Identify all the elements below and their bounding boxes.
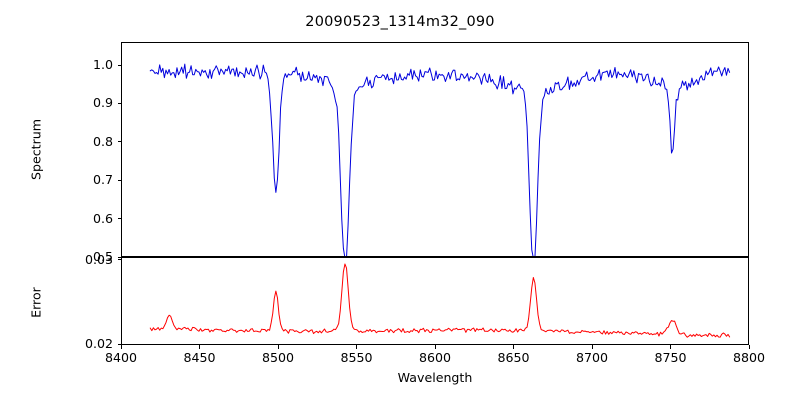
- y-tick-label-error: 0.02: [84, 336, 113, 352]
- y-tick-mark-spectrum: [117, 218, 121, 220]
- x-tick-mark: [277, 345, 279, 349]
- y-tick-mark-spectrum: [117, 141, 121, 143]
- x-tick-label: 8800: [732, 350, 766, 365]
- y-tick-label-spectrum: 0.6: [92, 210, 113, 226]
- y-tick-label-spectrum: 0.9: [92, 95, 113, 111]
- y-tick-mark-error: [117, 343, 121, 345]
- y-axis-label-error: Error: [28, 287, 44, 318]
- x-tick-label: 8600: [418, 350, 452, 365]
- y-tick-mark-spectrum: [117, 179, 121, 181]
- x-tick-label: 8650: [497, 350, 530, 365]
- x-tick-label: 8500: [261, 350, 295, 365]
- spectrum-data-line: [149, 63, 731, 256]
- page-title: 20090523_1314m32_090: [305, 14, 495, 30]
- y-tick-mark-spectrum: [117, 256, 121, 258]
- x-tick-mark: [120, 345, 122, 349]
- y-axis-label-spectrum: Spectrum: [28, 118, 44, 181]
- x-tick-mark: [199, 345, 201, 349]
- spectrum-line-svg: [149, 63, 731, 256]
- x-tick-label: 8750: [654, 350, 687, 365]
- y-tick-mark-error: [117, 259, 121, 261]
- x-tick-mark: [748, 345, 750, 349]
- x-tick-label: 8550: [340, 350, 373, 365]
- error-plot-area: [121, 257, 749, 345]
- x-tick-label: 8700: [575, 350, 609, 365]
- x-tick-mark: [670, 345, 672, 349]
- y-tick-label-spectrum: 0.8: [92, 133, 113, 149]
- spectrum-plot-area: [121, 42, 749, 257]
- error-data-line: [149, 263, 731, 338]
- x-tick-mark: [356, 345, 358, 349]
- y-tick-label-error: 0.03: [84, 251, 113, 267]
- x-axis-label: Wavelength: [397, 370, 473, 385]
- x-tick-mark: [591, 345, 593, 349]
- y-tick-mark-spectrum: [117, 102, 121, 105]
- x-tick-label: 8450: [183, 350, 216, 365]
- error-line-svg: [149, 263, 731, 338]
- x-tick-mark: [513, 345, 515, 349]
- y-tick-label-spectrum: 1.0: [92, 57, 113, 73]
- y-tick-mark-spectrum: [117, 64, 121, 66]
- x-tick-mark: [434, 345, 436, 349]
- x-tick-label: 8400: [104, 350, 138, 365]
- y-tick-label-spectrum: 0.5: [92, 249, 113, 264]
- y-tick-label-spectrum: 0.7: [92, 172, 113, 188]
